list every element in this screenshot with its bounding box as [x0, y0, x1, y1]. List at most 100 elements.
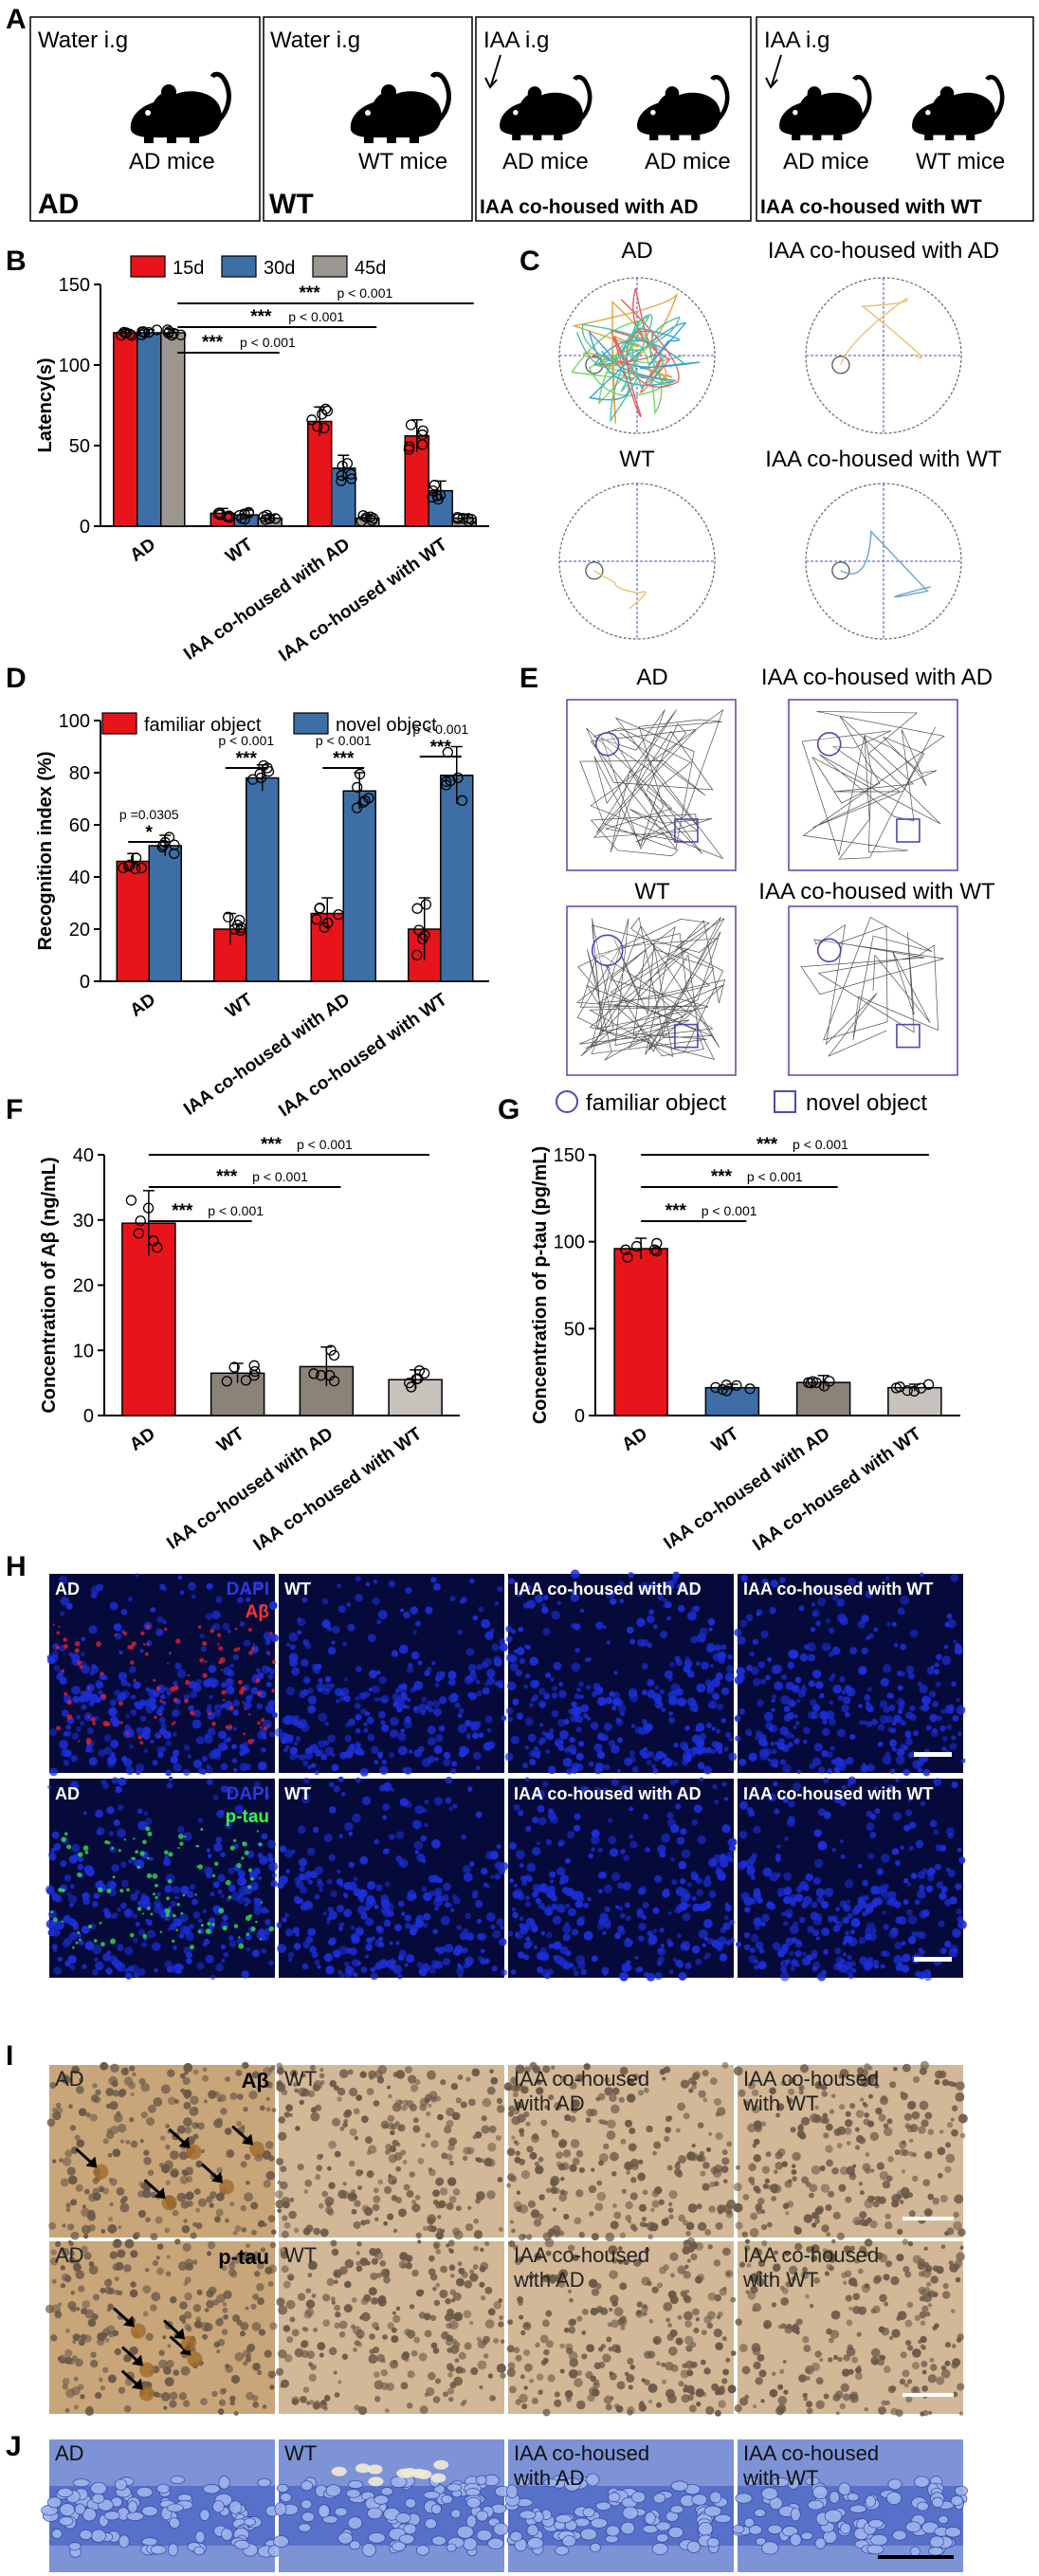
cell-nucleus — [947, 1832, 955, 1839]
cell-nucleus — [394, 2121, 400, 2127]
cell-nucleus — [580, 1704, 590, 1713]
cell-nucleus — [625, 2215, 632, 2221]
cell-nucleus — [838, 2074, 844, 2079]
cell-nucleus — [861, 1615, 869, 1623]
cell-nucleus — [709, 2077, 718, 2086]
cell-nucleus — [812, 1916, 823, 1926]
cell-nucleus — [825, 2203, 832, 2212]
cell-nucleus — [862, 2102, 867, 2107]
cell-nucleus — [374, 2371, 380, 2378]
data-point — [249, 1365, 261, 1378]
cell-nucleus — [381, 1697, 388, 1705]
cell-nucleus — [587, 2394, 595, 2402]
cell-nucleus — [334, 2304, 341, 2311]
cell-nucleus — [646, 1615, 655, 1624]
cell-nucleus — [382, 2334, 388, 2340]
cell-nucleus — [410, 1651, 420, 1660]
cell-nucleus — [367, 1881, 376, 1891]
cell-nucleus — [323, 2406, 328, 2411]
cell-nucleus — [330, 2239, 337, 2247]
cell-nucleus — [907, 1935, 917, 1945]
cell-nucleus — [145, 2332, 154, 2341]
cell-nucleus — [738, 1708, 746, 1715]
cell-nucleus — [821, 2091, 829, 2097]
cell-nucleus — [784, 1836, 790, 1841]
cell-nucleus — [628, 2143, 637, 2152]
cell-nucleus — [769, 1724, 778, 1733]
cell-nucleus — [500, 2339, 505, 2344]
cell-nucleus — [227, 1670, 234, 1677]
cell-nucleus — [956, 2081, 965, 2091]
cell-nucleus — [590, 1722, 599, 1730]
cell-nucleus — [357, 2185, 363, 2191]
cell-nucleus — [256, 2086, 261, 2091]
cell-nucleus — [864, 1694, 871, 1701]
cell-nucleus — [679, 1902, 688, 1911]
cell-nucleus — [353, 1888, 362, 1896]
cell-nucleus — [85, 1683, 96, 1692]
cell-nucleus — [67, 1954, 77, 1964]
stain-puncta — [112, 1875, 116, 1879]
cell-nucleus — [401, 2104, 408, 2111]
cell-nucleus — [309, 1871, 319, 1879]
cell-nucleus — [757, 1961, 767, 1970]
cell-nucleus — [515, 1849, 525, 1859]
cell-nucleus — [162, 1619, 167, 1625]
tile-label: AD — [55, 1784, 80, 1803]
cell-nucleus — [285, 2104, 293, 2112]
cell-nucleus — [62, 2384, 68, 2390]
cell-nucleus — [845, 2196, 852, 2203]
cell-nucleus — [524, 1717, 534, 1726]
cell-nucleus — [529, 2378, 535, 2384]
cell-nucleus — [403, 1611, 410, 1619]
cell-nucleus — [739, 1619, 748, 1628]
stain-puncta — [210, 1628, 215, 1634]
cell-nucleus — [837, 2126, 847, 2135]
cell-nucleus — [702, 1878, 712, 1888]
cell-nucleus — [929, 1819, 938, 1828]
data-point — [122, 861, 135, 872]
cell-nucleus — [431, 1661, 436, 1666]
p-value: p < 0.001 — [316, 733, 372, 748]
cell-nucleus — [432, 2347, 440, 2354]
cell-nucleus — [353, 2347, 358, 2352]
cell-nucleus — [918, 2126, 926, 2134]
cell-nucleus — [483, 2335, 491, 2344]
cell-nucleus — [252, 2363, 261, 2371]
cell-nucleus — [516, 1712, 524, 1720]
cell-nucleus — [519, 1862, 524, 1868]
stain-puncta — [211, 1873, 216, 1878]
cell-nucleus — [267, 1839, 277, 1849]
cell-nucleus — [744, 1907, 751, 1913]
cell-nucleus — [432, 1708, 442, 1717]
cell-nucleus — [62, 2157, 72, 2166]
cell-nucleus — [448, 2160, 454, 2166]
cell-nucleus — [816, 1597, 827, 1607]
cell-nucleus — [403, 2183, 410, 2191]
cell-nucleus — [702, 2097, 708, 2103]
cell-nucleus — [826, 2159, 833, 2167]
scale-bar — [902, 2217, 954, 2220]
cell-nucleus — [355, 1696, 360, 1701]
cell-nucleus — [139, 2139, 144, 2144]
cell-nucleus — [497, 1679, 504, 1687]
cell-nucleus — [641, 1638, 649, 1647]
cell-nucleus — [696, 1683, 706, 1693]
cell-nucleus — [891, 2200, 900, 2208]
cell-nucleus — [128, 1858, 133, 1864]
cell-nucleus — [276, 2067, 284, 2075]
cell-nucleus — [485, 1912, 496, 1922]
data-point — [710, 1381, 721, 1394]
cell-nucleus — [399, 2252, 409, 2261]
cell-nucleus — [158, 1716, 166, 1724]
data-point — [445, 775, 456, 787]
cell-nucleus — [411, 2199, 417, 2205]
cell-nucleus — [326, 1920, 331, 1925]
cell-nucleus — [728, 1752, 738, 1762]
cell-nucleus — [355, 1927, 364, 1936]
cell-nucleus — [602, 1930, 607, 1936]
cell-nucleus — [675, 1887, 685, 1896]
data-point — [118, 862, 129, 874]
cell-nucleus — [794, 1940, 803, 1948]
cell-nucleus — [331, 2117, 341, 2128]
